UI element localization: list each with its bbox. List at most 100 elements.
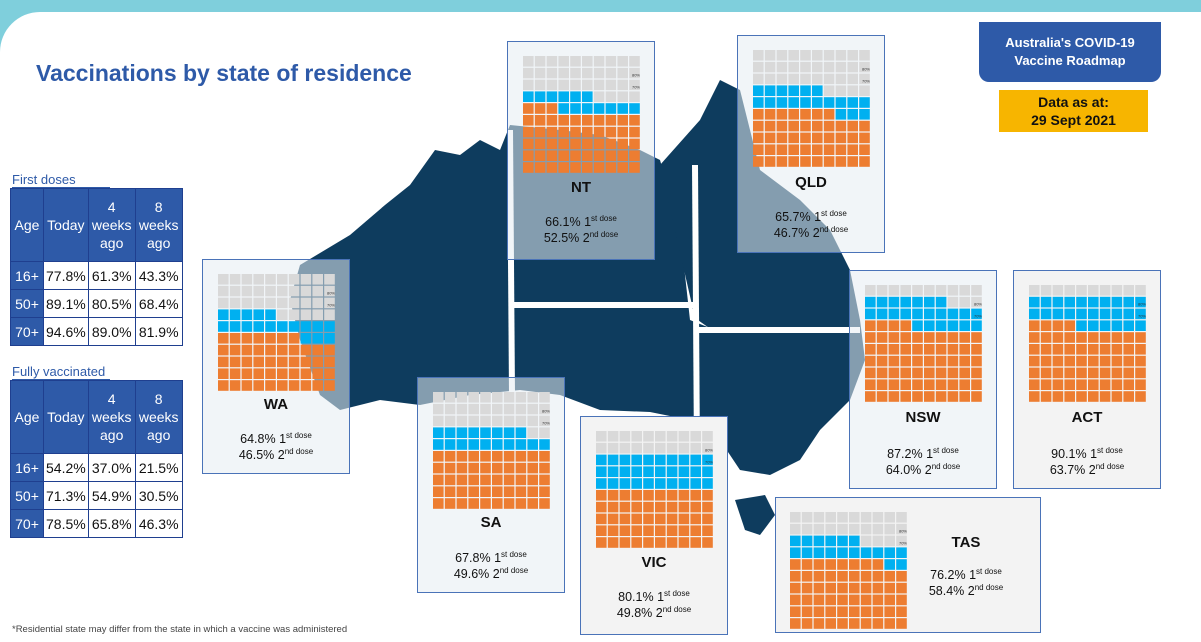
waffle-cell-second-dose	[825, 582, 836, 594]
waffle-cell-second-dose	[837, 606, 848, 617]
waffle-cell-unvaccinated	[764, 50, 776, 61]
waffle-cell-first-dose	[265, 321, 276, 332]
waffle-cell-second-dose	[924, 344, 935, 355]
waffle-cell-second-dose	[1099, 355, 1111, 367]
waffle-cell-second-dose	[546, 103, 558, 114]
waffle-cell-unvaccinated	[666, 431, 678, 442]
waffle-cell-unvaccinated	[593, 79, 605, 91]
waffle-cell-unvaccinated	[1029, 285, 1040, 296]
waffle-cell-first-dose	[1123, 320, 1134, 331]
waffle-cell-second-dose	[253, 344, 264, 356]
waffle-cell-first-dose	[764, 97, 776, 108]
waffle-cell-second-dose	[959, 391, 970, 402]
state-card-tas: 80% 70% TAS 76.2% 1st dose 58.4% 2nd dose	[775, 497, 1041, 633]
waffle-cell-unvaccinated	[788, 50, 799, 61]
waffle-cell-second-dose	[1029, 391, 1040, 402]
waffle-cell-second-dose	[872, 618, 884, 629]
waffle-cell-first-dose	[825, 547, 836, 558]
waffle-cell-second-dose	[1052, 332, 1064, 343]
waffle-cell-first-dose	[558, 103, 569, 114]
waffle-cell-first-dose	[1040, 308, 1052, 320]
waffle-cell-first-dose	[1099, 308, 1111, 320]
waffle-cell-first-dose	[593, 103, 605, 114]
waffle-cell-second-dose	[971, 391, 982, 402]
waffle-cell-unvaccinated	[971, 296, 982, 308]
waffle-cell-unvaccinated	[1111, 285, 1123, 296]
waffle-cell-first-dose	[607, 454, 619, 466]
table-row: 50+ 89.1% 80.5% 68.4%	[10, 289, 183, 318]
waffle-cell-second-dose	[790, 606, 801, 617]
waffle-cell-second-dose	[860, 618, 872, 629]
waffle-cell-unvaccinated	[753, 73, 764, 85]
waffle-cell-unvaccinated	[788, 73, 799, 85]
waffle-cell-unvaccinated	[300, 274, 312, 285]
waffle-cell-unvaccinated	[523, 67, 534, 79]
waffle-cell-first-dose	[776, 85, 788, 96]
waffle-cell-first-dose	[837, 547, 848, 558]
threshold-marker-label: 80%	[327, 291, 335, 296]
first-dose-label: 65.7% 1st dose	[775, 209, 847, 225]
waffle-cell-second-dose	[823, 132, 835, 144]
waffle-cell-first-dose	[558, 91, 569, 102]
waffle-cell-second-dose	[788, 120, 799, 132]
waffle-cell-unvaccinated	[546, 56, 558, 67]
second-dose-label: 64.0% 2nd dose	[885, 462, 961, 478]
waffle-cell-unvaccinated	[492, 415, 503, 427]
data-date-box: Data as at: 29 Sept 2021	[999, 90, 1148, 132]
waffle-cell-second-dose	[539, 498, 550, 509]
waffle-cell-first-dose	[702, 466, 713, 477]
waffle-cell-unvaccinated	[570, 67, 581, 79]
waffle-cell-second-dose	[764, 109, 776, 120]
waffle-cell-second-dose	[643, 537, 654, 548]
waffle-cell-second-dose	[1135, 367, 1146, 379]
waffle-cell-second-dose	[764, 132, 776, 144]
waffle-cell-first-dose	[1052, 308, 1064, 320]
waffle-cell-second-dose	[643, 513, 654, 525]
col-age: Age	[10, 380, 44, 454]
waffle-cell-unvaccinated	[776, 73, 788, 85]
waffle-cell-second-dose	[456, 462, 468, 474]
waffle-cell-first-dose	[835, 97, 847, 108]
waffle-cell-unvaccinated	[253, 285, 264, 297]
waffle-cell-first-dose	[570, 91, 581, 102]
waffle-cell-second-dose	[690, 525, 701, 536]
waffle-cell-second-dose	[800, 144, 811, 155]
waffle-cell-first-dose	[456, 427, 468, 438]
waffle-cell-first-dose	[790, 547, 801, 558]
table-row: 70+ 78.5% 65.8% 46.3%	[10, 509, 183, 538]
table-row: 50+ 71.3% 54.9% 30.5%	[10, 481, 183, 510]
waffle-cell-unvaccinated	[265, 297, 276, 309]
waffle-cell-second-dose	[849, 559, 860, 570]
footnote: *Residential state may differ from the s…	[12, 624, 348, 635]
waffle-cell-first-dose	[1099, 320, 1111, 331]
waffle-cell-second-dose	[312, 356, 323, 368]
waffle-cell-first-dose	[884, 559, 895, 570]
state-card-wa: 80% 70% WA 64.8% 1st dose 46.5% 2nd dose	[202, 259, 350, 474]
waffle-cell-unvaccinated	[847, 61, 858, 73]
waffle-nsw: 80% 70%	[865, 285, 982, 402]
waffle-cell-unvaccinated	[300, 309, 312, 320]
waffle-cell-second-dose	[1088, 367, 1099, 379]
first-dose-label: 80.1% 1st dose	[618, 589, 690, 605]
map-qld-nsw-vic	[660, 80, 865, 475]
waffle-cell-unvaccinated	[900, 285, 911, 296]
waffle-cell-second-dose	[801, 559, 813, 570]
waffle-cell-second-dose	[593, 150, 605, 161]
waffle-cell-second-dose	[539, 451, 550, 462]
waffle-cell-second-dose	[837, 559, 848, 570]
second-dose-label: 58.4% 2nd dose	[928, 583, 1004, 599]
waffle-cell-first-dose	[896, 559, 907, 570]
waffle-cell-second-dose	[629, 162, 640, 173]
waffle-cell-first-dose	[935, 296, 947, 308]
waffle-cell-second-dose	[492, 474, 503, 486]
waffle-cell-first-dose	[527, 439, 538, 450]
waffle-cell-unvaccinated	[813, 523, 825, 535]
waffle-cell-unvaccinated	[888, 285, 900, 296]
waffle-cell-second-dose	[1123, 332, 1134, 343]
waffle-cell-second-dose	[947, 355, 959, 367]
waffle-cell-second-dose	[643, 525, 654, 536]
waffle-cell-second-dose	[312, 368, 323, 379]
waffle-cell-second-dose	[1123, 391, 1134, 402]
waffle-cell-second-dose	[229, 368, 241, 379]
waffle-cell-second-dose	[812, 156, 823, 167]
